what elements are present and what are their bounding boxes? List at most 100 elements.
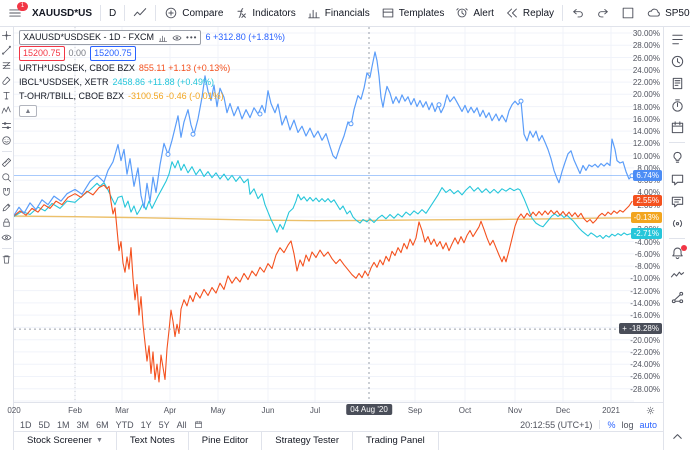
tab-text-notes[interactable]: Text Notes — [117, 431, 189, 450]
scale-button-auto[interactable]: auto — [639, 419, 657, 430]
range-button-6m[interactable]: 6M — [96, 419, 109, 430]
text-tool[interactable] — [1, 90, 12, 101]
interval-button[interactable]: D — [104, 5, 121, 22]
time-tick: Mar — [115, 406, 129, 415]
rail-separator — [1, 248, 12, 249]
main-menu-button[interactable]: 1 — [4, 2, 28, 23]
redo-button[interactable] — [591, 3, 615, 23]
lock-tool[interactable] — [1, 217, 12, 228]
tab-trading-panel[interactable]: Trading Panel — [353, 431, 439, 450]
legend-overlay-row[interactable]: URTH*USDSEK, CBOE BZX 855.11 +1.13 (+0.1… — [19, 62, 285, 75]
squiggle-icon — [670, 271, 684, 278]
ideas-panel-button[interactable] — [670, 150, 685, 165]
emoji-icon — [2, 136, 11, 145]
replay-button[interactable]: Replay — [500, 3, 559, 23]
series-T-OHR/TBILL[interactable] — [14, 215, 633, 222]
remove-drawings-tool[interactable] — [1, 254, 12, 265]
series-IBCL*USDSEK[interactable] — [14, 160, 633, 240]
brush-tool[interactable] — [1, 75, 12, 86]
chart-canvas[interactable] — [14, 27, 634, 402]
trend-icon — [2, 45, 11, 55]
hide-drawings-tool[interactable] — [1, 232, 12, 243]
buy-price-box[interactable]: 15200.75 — [90, 46, 136, 61]
notifications-button[interactable] — [670, 245, 687, 261]
templates-button[interactable]: Templates — [376, 3, 450, 23]
collapse-panel-button[interactable] — [670, 429, 685, 444]
alerts-panel-button[interactable] — [670, 54, 685, 69]
financials-button[interactable]: Financials — [302, 3, 375, 23]
range-button-5d[interactable]: 5D — [38, 419, 51, 430]
symbol-button[interactable]: XAUUSD*US — [27, 5, 97, 22]
layout-button[interactable] — [616, 3, 640, 23]
legend-overlay-row[interactable]: T-OHR/TBILL, CBOE BZX -3100.56 -0.46 (-0… — [19, 90, 285, 103]
chat2-icon — [671, 196, 683, 208]
compare-button[interactable]: Compare — [159, 3, 228, 23]
cloud-layout-button[interactable]: SP500 I SEK▼ — [642, 3, 690, 23]
go-to-date-icon[interactable] — [194, 420, 203, 429]
calendar-panel-button[interactable] — [670, 120, 685, 135]
scale-button-log[interactable]: log — [621, 419, 634, 430]
hotlists-panel-button[interactable] — [670, 98, 685, 113]
indicators-button[interactable]: Indicators — [229, 3, 300, 23]
eye-icon[interactable] — [172, 33, 182, 43]
chart-style-button[interactable] — [128, 3, 152, 23]
legend-overlay-row[interactable]: IBCL*USDSEK, XETR 2458.86 +11.88 (+0.49%… — [19, 76, 285, 89]
private-chat-button[interactable] — [670, 194, 685, 209]
emoji-tool[interactable] — [1, 135, 12, 146]
range-button-3m[interactable]: 3M — [76, 419, 90, 430]
spread-value: 0.00 — [68, 48, 87, 58]
time-axis[interactable]: 020 Feb Mar Apr May Jun Jul Sep Oct Nov Dec 2021 04 … — [7, 402, 663, 418]
price-axis[interactable]: 30.00% 28.00% 26.00% 24.00% 22.00% 20.00% 18.0… — [619, 27, 662, 402]
crosshair-tool[interactable] — [1, 30, 12, 41]
watchlist-panel-button[interactable] — [670, 32, 685, 47]
chart-legend: XAUUSD*USDSEK - 1D - FXCM ••• 6 +312.80 … — [19, 30, 285, 117]
magnet-tool[interactable] — [1, 187, 12, 198]
legend-collapse-button[interactable]: ▲ — [19, 105, 37, 117]
api-button[interactable] — [670, 290, 685, 305]
time-tick: Feb — [68, 406, 82, 415]
tab-strategy-tester[interactable]: Strategy Tester — [262, 431, 353, 450]
gann-fib-tool[interactable] — [1, 60, 12, 71]
trend-line-tool[interactable] — [1, 45, 12, 56]
bars-icon[interactable] — [158, 33, 168, 43]
scale-button-%[interactable]: % — [607, 419, 616, 430]
forecast-tool[interactable] — [1, 120, 12, 131]
indicators-button-label: Indicators — [252, 7, 296, 19]
redo-icon — [598, 9, 608, 18]
legend-title: XAUUSD*USDSEK - 1D - FXCM — [23, 32, 155, 42]
public-chat-button[interactable] — [670, 172, 685, 187]
tab-stock-screener[interactable]: Stock Screener ▼ — [14, 431, 117, 450]
rail-separator — [1, 151, 12, 152]
financials-button-label: Financials — [324, 7, 370, 19]
alert-button[interactable]: Alert — [450, 3, 499, 23]
tab-pine-editor[interactable]: Pine Editor — [189, 431, 263, 450]
series-URTH*USDSEK[interactable] — [14, 184, 633, 383]
range-button-all[interactable]: All — [176, 419, 187, 430]
zoom-tool[interactable] — [1, 172, 12, 183]
price-tick: 8.00% — [637, 164, 660, 173]
sell-price-box[interactable]: 15200.75 — [19, 46, 65, 61]
measure-tool[interactable] — [1, 157, 12, 168]
range-button-1y[interactable]: 1Y — [140, 419, 152, 430]
streams-button[interactable] — [670, 216, 685, 231]
templates-icon — [382, 8, 394, 18]
more-dots-icon[interactable]: ••• — [186, 33, 198, 42]
range-button-ytd[interactable]: YTD — [115, 419, 134, 430]
range-button-1m[interactable]: 1M — [57, 419, 70, 430]
range-button-1d[interactable]: 1D — [20, 419, 32, 430]
range-button-5y[interactable]: 5Y — [158, 419, 170, 430]
news-panel-button[interactable] — [670, 76, 685, 91]
chart-plot-area[interactable]: XAUUSD*USDSEK - 1D - FXCM ••• 6 +312.80 … — [14, 27, 634, 402]
axis-settings-gear-icon[interactable] — [646, 406, 655, 415]
gear-icon — [646, 406, 655, 415]
financials-icon — [308, 9, 320, 19]
broadcast-icon — [672, 219, 682, 228]
pattern-tool[interactable] — [1, 105, 12, 116]
markets-button[interactable] — [670, 268, 685, 283]
toolbar-separator — [124, 5, 126, 21]
series-XAUUSD*USDSEK[interactable] — [14, 51, 633, 216]
time-tick: Dec — [555, 406, 571, 415]
undo-button[interactable] — [566, 3, 590, 23]
legend-main-symbol[interactable]: XAUUSD*USDSEK - 1D - FXCM ••• — [19, 30, 202, 45]
draw-tool[interactable] — [1, 202, 12, 213]
